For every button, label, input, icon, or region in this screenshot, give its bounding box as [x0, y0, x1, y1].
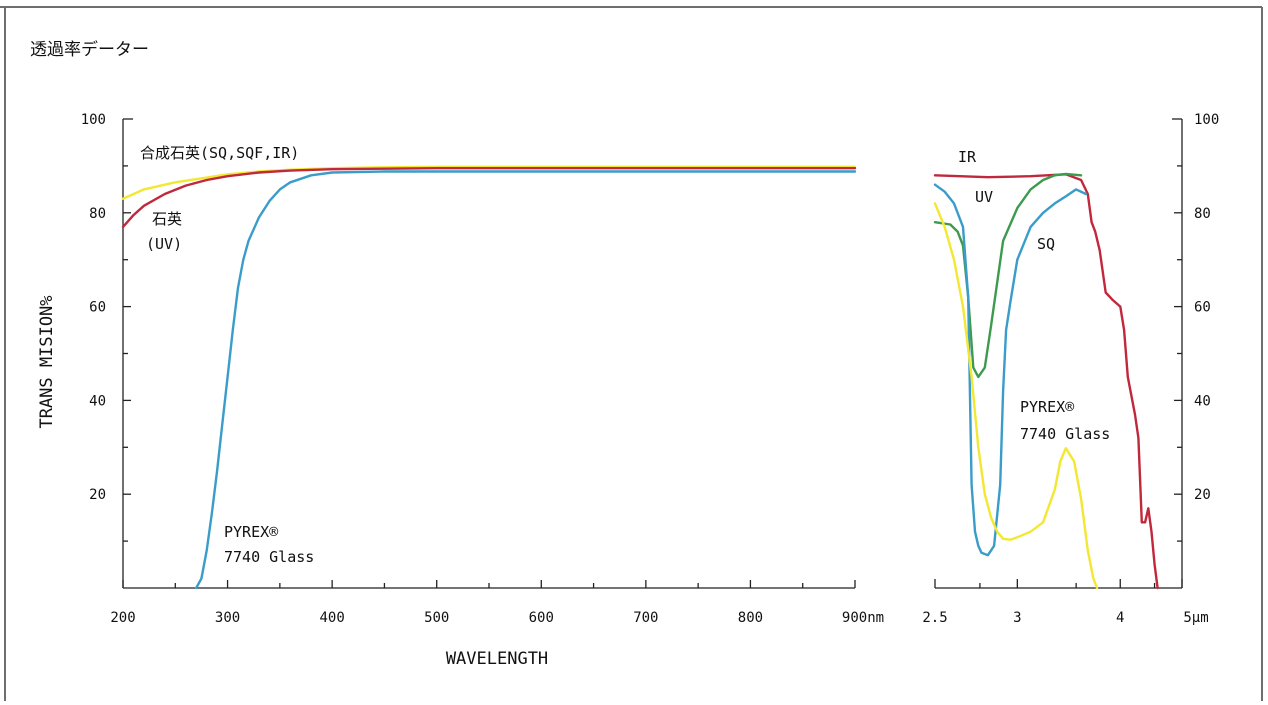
annotation-sq: SQ	[1037, 235, 1055, 253]
annotation-synthetic-quartz: 合成石英(SQ,SQF,IR)	[140, 144, 299, 162]
left-y-tick-label: 40	[89, 393, 106, 409]
left-y-tick-label: 20	[89, 487, 106, 503]
left-series-quartz-uv	[121, 166, 857, 229]
left-y-tick-label: 60	[89, 300, 106, 316]
right-series-IR	[933, 173, 1159, 590]
left-x-tick-label: 500	[424, 610, 449, 626]
annotation-quartz-uv-2: (UV)	[146, 235, 182, 253]
right-x-tick-label: 5μm	[1183, 610, 1208, 626]
left-x-tick-label: 300	[215, 610, 240, 626]
page-title: 透過率データー	[30, 39, 149, 60]
left-y-tick-label: 100	[81, 112, 106, 128]
annotation-ir: IR	[958, 148, 977, 166]
right-chart-series	[933, 172, 1159, 590]
left-series-pyrex-7740	[194, 170, 857, 590]
right-series-UV	[933, 172, 1083, 379]
right-series-SQ	[933, 183, 1088, 557]
left-chart-series	[121, 165, 857, 590]
left-y-tick-label: 80	[89, 206, 106, 222]
left-x-tick-label: 600	[529, 610, 554, 626]
left-x-tick-label: 400	[319, 610, 344, 626]
right-y-tick-label: 100	[1194, 112, 1219, 128]
left-x-tick-label: 700	[633, 610, 658, 626]
annotation-pyrex-left-2: 7740 Glass	[224, 548, 314, 566]
left-chart-axes: 20 40 60 80 100 200 300 400 500 600 700 800 900nm	[81, 112, 884, 626]
left-x-tick-label: 200	[110, 610, 135, 626]
right-x-tick-label: 2.5	[922, 610, 947, 626]
annotation-pyrex-left-1: PYREX®	[224, 523, 279, 541]
left-chart-ylabel: TRANS MISION%	[37, 295, 57, 428]
right-y-tick-label: 20	[1194, 487, 1211, 503]
annotation-uv: UV	[975, 188, 993, 206]
right-y-tick-label: 40	[1194, 393, 1211, 409]
right-x-tick-label: 3	[1013, 610, 1021, 626]
left-chart-xlabel: WAVELENGTH	[446, 649, 548, 669]
right-y-tick-label: 80	[1194, 206, 1211, 222]
left-x-tick-label: 900nm	[842, 610, 884, 626]
right-chart-axes: 20 40 60 80 100 2.5 3 4 5μm	[922, 112, 1219, 626]
right-x-tick-label: 4	[1116, 610, 1124, 626]
right-series-PYREX	[933, 202, 1099, 590]
annotation-pyrex-right-2: 7740 Glass	[1020, 425, 1110, 443]
left-x-tick-label: 800	[738, 610, 763, 626]
annotation-quartz-uv-1: 石英	[152, 210, 182, 228]
annotation-pyrex-right-1: PYREX®	[1020, 398, 1075, 416]
right-y-tick-label: 60	[1194, 300, 1211, 316]
